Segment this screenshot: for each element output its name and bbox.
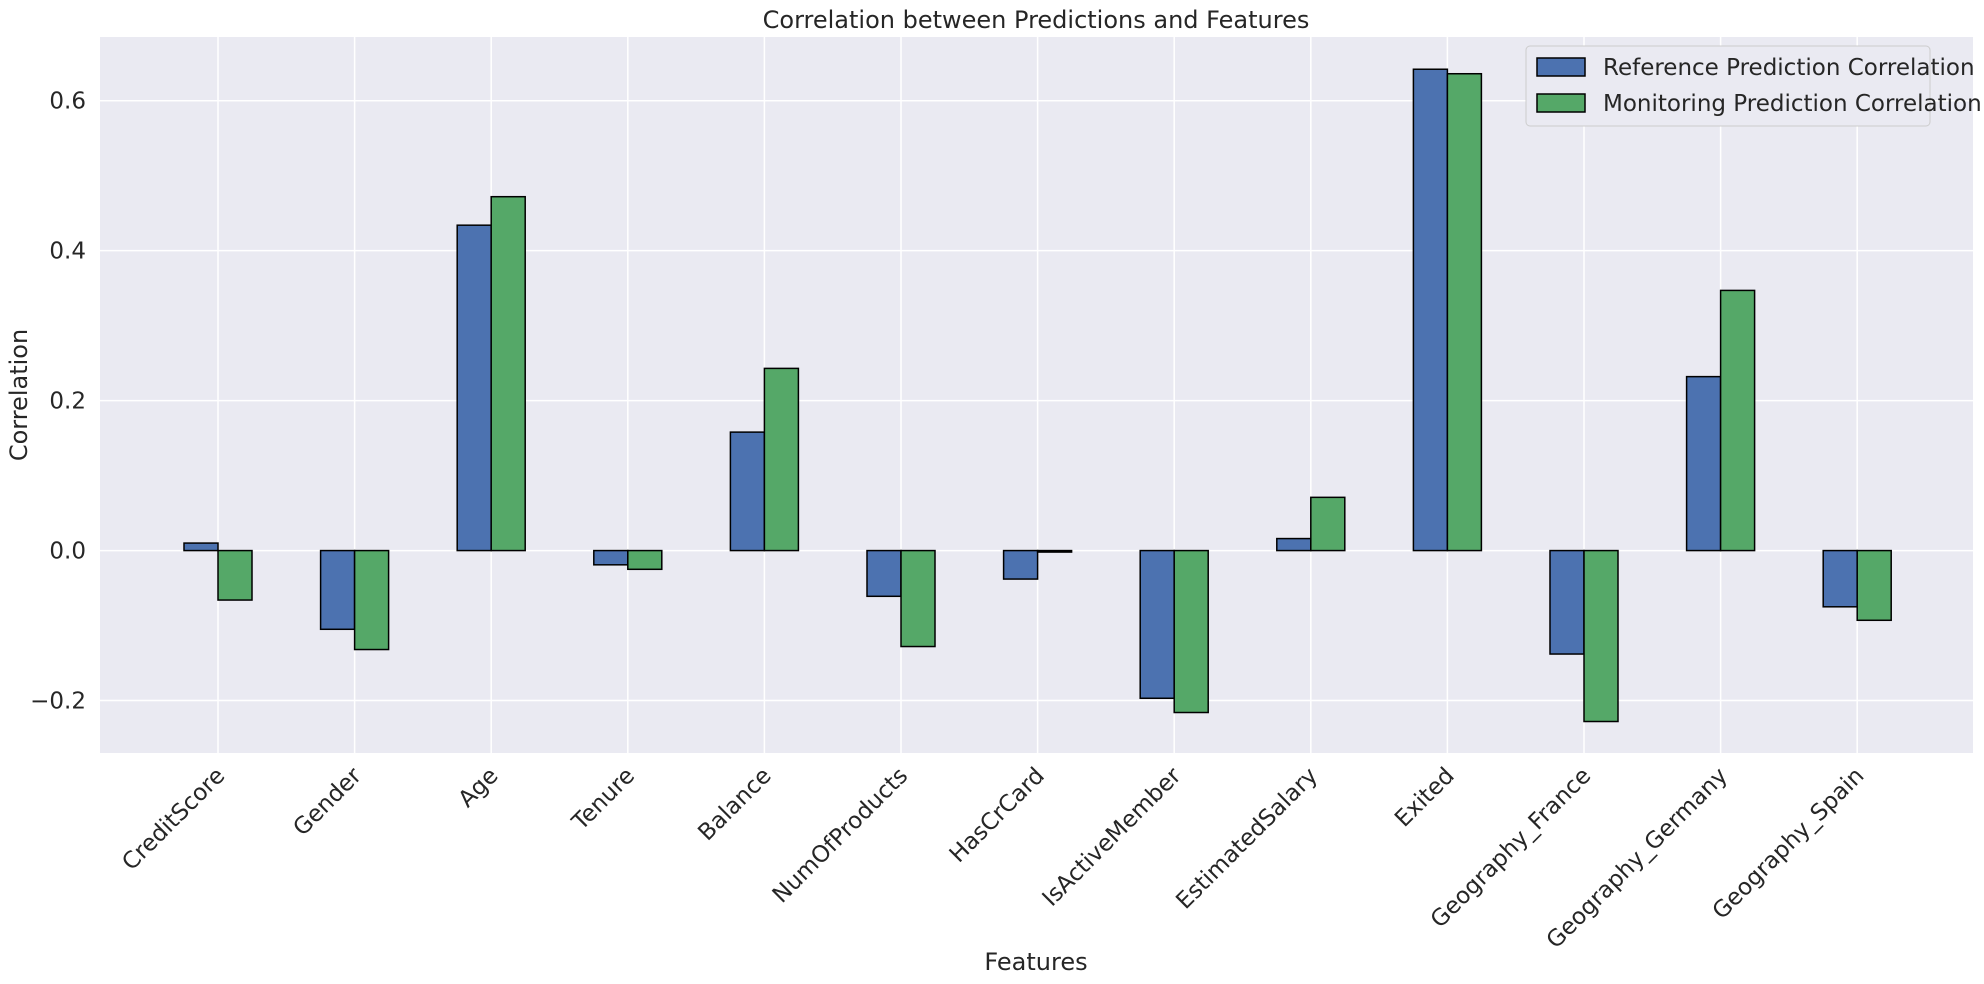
x-axis-label: Features <box>984 948 1087 976</box>
y-axis-label: Correlation <box>5 329 33 461</box>
reference-bar-creditscore <box>183 542 219 552</box>
monitoring-bar-estimatedsalary <box>1310 496 1346 552</box>
x-tick-label: CreditScore <box>117 763 230 876</box>
legend-frame <box>1525 45 1931 127</box>
x-tick-label: Balance <box>693 763 776 846</box>
x-tick-labels: CreditScore Gender Age Tenure BalanceNumOfPr… <box>117 762 1869 953</box>
y-tick-label: 0.2 <box>49 389 86 415</box>
reference-bar-geography-germany <box>1685 375 1722 552</box>
monitoring-bar-geography-spain <box>1856 549 1892 622</box>
monitoring-bar-geography-france <box>1583 549 1619 723</box>
reference-bar-isactivemember <box>1139 549 1175 700</box>
legend: Reference Prediction Correlation Monitor… <box>1525 45 1982 127</box>
reference-bar-exited <box>1412 68 1449 552</box>
monitoring-bar-exited <box>1446 72 1483 552</box>
legend-swatch-monitoring <box>1536 93 1586 113</box>
monitoring-bar-gender <box>353 549 390 651</box>
x-tick-label: Gender <box>289 762 368 841</box>
reference-bar-numofproducts <box>866 549 902 598</box>
legend-label-reference: Reference Prediction Correlation <box>1603 55 1975 81</box>
monitoring-bar-age <box>490 195 526 552</box>
reference-bar-tenure <box>593 549 629 566</box>
reference-bar-age <box>456 224 492 552</box>
plot-area <box>100 37 1973 753</box>
reference-bar-hascrcard <box>1002 549 1039 580</box>
x-tick-label: Geography_Spain <box>1708 763 1870 925</box>
monitoring-bar-balance <box>763 367 800 552</box>
x-tick-label: IsActiveMember <box>1038 762 1187 911</box>
legend-swatch-reference <box>1536 57 1586 77</box>
x-tick-label: HasCrCard <box>945 763 1050 868</box>
y-tick-label: 0.4 <box>49 239 86 265</box>
legend-label-monitoring: Monitoring Prediction Correlation <box>1603 91 1982 117</box>
monitoring-bar-hascrcard <box>1036 549 1073 553</box>
reference-bar-estimatedsalary <box>1276 537 1312 552</box>
monitoring-bar-geography-germany <box>1719 289 1756 552</box>
x-tick-label: Age <box>454 763 504 813</box>
y-tick-label: 0.6 <box>49 89 86 115</box>
monitoring-bar-numofproducts <box>900 549 936 648</box>
monitoring-bar-creditscore <box>217 549 253 601</box>
y-tick-label: −0.2 <box>30 689 86 715</box>
y-tick-label: 0.0 <box>49 539 86 565</box>
reference-bar-gender <box>319 549 356 631</box>
reference-bar-geography-france <box>1549 549 1585 655</box>
reference-bar-geography-spain <box>1822 549 1858 608</box>
bars <box>183 68 1892 723</box>
y-tick-labels: −0.2 0.0 0.2 0.4 0.6 <box>30 89 86 715</box>
x-tick-label: EstimatedSalary <box>1171 763 1323 915</box>
monitoring-bar-isactivemember <box>1173 549 1209 714</box>
monitoring-bar-tenure <box>627 549 663 571</box>
x-tick-label: Tenure <box>567 763 640 836</box>
x-tick-label: Exited <box>1390 763 1460 833</box>
chart-title: Correlation between Predictions and Feat… <box>763 6 1310 34</box>
reference-bar-balance <box>729 431 766 552</box>
x-tick-label: NumOfProducts <box>768 763 913 908</box>
